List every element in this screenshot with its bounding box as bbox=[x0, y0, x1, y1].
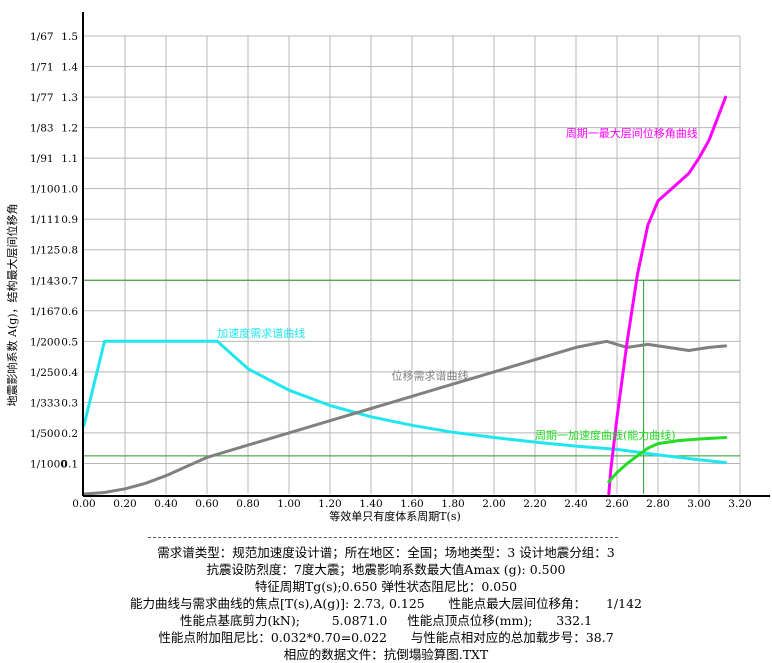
x-tick-label: 1.80 bbox=[441, 498, 464, 510]
y-tick-drift-label: 1/71 bbox=[30, 62, 54, 74]
info-line-2: 抗震设防烈度：7度大震；地震影响系数最大值Amax (g): 0.500 bbox=[206, 562, 566, 577]
series-label-3: 周期一最大层间位移角曲线 bbox=[566, 126, 698, 140]
y-tick-drift-label: 1/143 bbox=[30, 275, 60, 287]
chart-axes bbox=[82, 12, 770, 497]
x-tick-labels: 0.00 0.20 0.40 0.60 0.80 1.00 1.20 1.40 1.60 1.80… bbox=[72, 498, 751, 510]
info-line-6: 性能点附加阻尼比：0.032*0.70=0.022 与性能点相对应的总加载步号：… bbox=[158, 630, 614, 645]
y-tick-label: 0.5 bbox=[61, 336, 78, 348]
y-tick-drift-label: 1/500 bbox=[30, 428, 60, 440]
y-tick-label: 0.1 bbox=[61, 458, 78, 470]
x-tick-label: 2.60 bbox=[605, 498, 628, 510]
y-tick-drift-label: 1/167 bbox=[30, 306, 60, 318]
x-tick-label: 2.20 bbox=[523, 498, 546, 510]
y-tick-label: 0.8 bbox=[61, 245, 78, 257]
y-tick-label: 0.6 bbox=[61, 306, 78, 318]
y-tick-label: 0.4 bbox=[61, 367, 78, 379]
y-tick-drift-label: 1/83 bbox=[30, 123, 54, 135]
info-line-7: 相应的数据文件：抗倒塌验算图.TXT bbox=[283, 647, 489, 662]
y-tick-label: 1.5 bbox=[61, 31, 78, 43]
y-axis-label: 地震影响系数 A(g)，结构最大层间位移角 bbox=[5, 203, 19, 406]
y-tick-label: 1.4 bbox=[61, 62, 78, 74]
y-tick-drift-label: 1/100 bbox=[30, 184, 60, 196]
x-tick-label: 0.00 bbox=[72, 498, 95, 510]
x-tick-label: 0.80 bbox=[236, 498, 259, 510]
y-tick-drift-label: 1/125 bbox=[30, 245, 60, 257]
series-line-3 bbox=[607, 95, 728, 496]
x-tick-label: 1.60 bbox=[400, 498, 423, 510]
x-tick-label: 1.00 bbox=[277, 498, 300, 510]
y-tick-drift-label: 1/91 bbox=[30, 153, 54, 165]
x-tick-label: 1.20 bbox=[318, 498, 341, 510]
info-line-5: 性能点基底剪力(kN); 5.0871.0 性能点顶点位移(mm); 332.1 bbox=[179, 613, 593, 628]
y-tick-drift-label: 1/67 bbox=[30, 31, 54, 43]
divider-dashed bbox=[148, 537, 618, 538]
x-tick-label: 2.40 bbox=[564, 498, 587, 510]
y-tick-label: 0.7 bbox=[61, 275, 78, 287]
y-tick-label: 0.9 bbox=[61, 214, 78, 226]
x-tick-label: 3.20 bbox=[728, 498, 751, 510]
y-tick-drift-label: 1/111 bbox=[30, 214, 60, 226]
y-tick-drift-label: 1/250 bbox=[30, 367, 60, 379]
y-tick-label: 0.2 bbox=[61, 428, 78, 440]
y-tick-drift-label: 1/77 bbox=[30, 92, 54, 104]
x-tick-label: 0.20 bbox=[113, 498, 136, 510]
x-tick-label: 1.40 bbox=[359, 498, 382, 510]
y-tick-drift-label: 1/333 bbox=[30, 397, 60, 409]
series-line-4 bbox=[607, 436, 728, 484]
series-line-2 bbox=[82, 339, 728, 496]
x-tick-label: 2.00 bbox=[482, 498, 505, 510]
x-tick-label: 3.00 bbox=[687, 498, 710, 510]
y-tick-drift-label: 1/200 bbox=[30, 336, 60, 348]
series-label-1: 加速度需求谱曲线 bbox=[217, 326, 305, 340]
info-line-4: 能力曲线与需求曲线的焦点[T(s),A(g)]: 2.73, 0.125 性能点… bbox=[130, 596, 642, 611]
y-tick-label: 1.3 bbox=[61, 92, 78, 104]
y-tick-label: 1.0 bbox=[61, 184, 78, 196]
x-tick-label: 2.80 bbox=[646, 498, 669, 510]
info-line-1: 需求谱类型：规范加速度设计谱；所在地区：全国；场地类型：3 设计地震分组：3 bbox=[157, 545, 615, 560]
x-axis-label: 等效单只有度体系周期T(s) bbox=[329, 509, 461, 523]
y-tick-label: 1.1 bbox=[61, 153, 78, 165]
chart-series bbox=[82, 95, 728, 496]
series-label-4: 周期一加速度曲线(能力曲线) bbox=[535, 428, 676, 442]
series-label-2: 位移需求谱曲线 bbox=[392, 369, 469, 383]
y-tick-label: 1.2 bbox=[61, 123, 78, 135]
reference-lines bbox=[84, 279, 740, 494]
y-tick-label: 0.3 bbox=[61, 397, 78, 409]
y-tick-drift-label: 1/1000 bbox=[30, 458, 67, 470]
series-line-1 bbox=[82, 339, 728, 465]
x-tick-label: 0.60 bbox=[195, 498, 218, 510]
x-tick-label: 0.40 bbox=[154, 498, 177, 510]
info-line-3: 特征周期Tg(s);0.650 弹性状态阻尼比：0.050 bbox=[254, 579, 518, 594]
